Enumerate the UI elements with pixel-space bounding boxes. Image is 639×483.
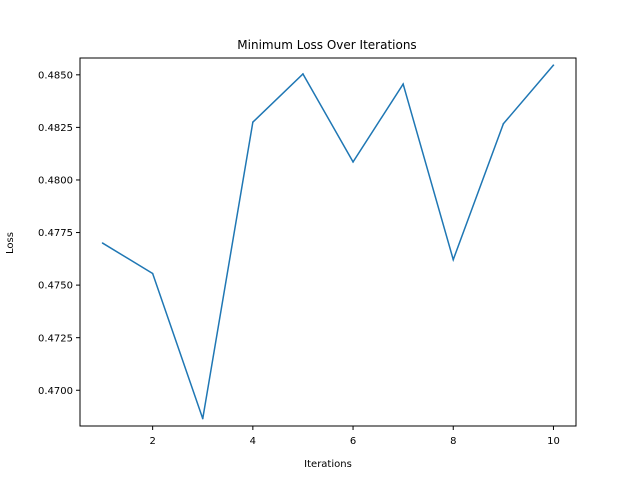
series-layer <box>101 64 555 420</box>
y-tick-label: 0.4700 <box>38 386 73 397</box>
y-tick-label: 0.4850 <box>38 70 73 81</box>
y-tick-label: 0.4775 <box>38 228 73 239</box>
y-axis-label: Loss <box>5 232 16 254</box>
chart-title: Minimum Loss Over Iterations <box>237 38 416 52</box>
x-tick-label: 10 <box>547 436 560 447</box>
x-tick-label: 8 <box>450 436 456 447</box>
x-tick-label: 2 <box>149 436 155 447</box>
data-point <box>201 417 204 420</box>
data-point <box>101 242 104 244</box>
data-point <box>452 258 455 261</box>
data-point <box>302 73 304 75</box>
x-axis-label: Iterations <box>304 459 352 470</box>
data-point <box>252 121 254 123</box>
y-axis-ticks: 0.4700 0.4725 0.4750 0.4775 0.4800 0.4825 0.48… <box>38 70 80 397</box>
data-point <box>402 83 404 85</box>
data-point <box>552 64 555 66</box>
y-tick-label: 0.4800 <box>38 176 73 187</box>
y-tick-label: 0.4750 <box>38 281 73 292</box>
series-line-0 <box>102 64 555 419</box>
x-tick-label: 4 <box>250 436 256 447</box>
data-point <box>151 272 154 275</box>
y-tick-label: 0.4825 <box>38 123 73 134</box>
data-point <box>502 123 505 125</box>
plot-frame <box>79 57 577 427</box>
y-tick-label: 0.4725 <box>38 333 73 344</box>
x-axis-ticks: 2 4 6 8 10 <box>149 426 560 447</box>
x-tick-label: 6 <box>350 436 356 447</box>
data-point <box>352 161 354 163</box>
plot-area: 0.4700 0.4725 0.4750 0.4775 0.4800 0.4825 0.48… <box>38 57 577 447</box>
